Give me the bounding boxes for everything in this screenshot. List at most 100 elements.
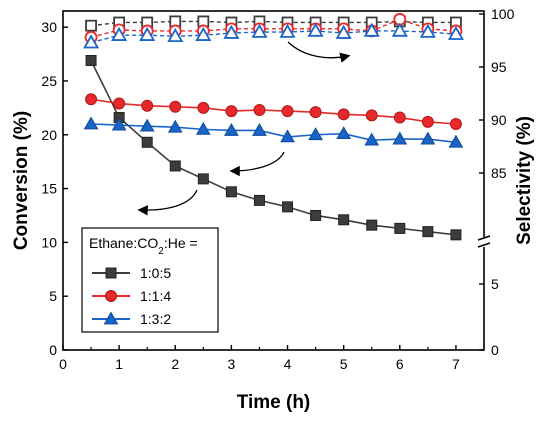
conversion-point <box>310 209 322 221</box>
axis-break-gap <box>480 237 488 247</box>
y-left-tick-label: 0 <box>49 342 57 358</box>
selectivity-point <box>307 22 324 37</box>
y-left-tick-label: 5 <box>49 288 57 304</box>
conversion-point <box>366 219 378 231</box>
conversion-point <box>197 173 209 185</box>
y-right-tick-label: 95 <box>491 59 507 75</box>
conversion-point <box>364 132 380 146</box>
conversion-point <box>449 118 462 130</box>
y-right-tick-label: 0 <box>491 342 499 358</box>
selectivity-point <box>279 23 296 38</box>
conversion-point <box>139 118 155 132</box>
conversion-point <box>422 226 434 238</box>
selectivity-point <box>139 26 156 41</box>
conversion-point <box>394 222 406 234</box>
x-tick-label: 6 <box>396 356 404 372</box>
selectivity-point <box>335 24 352 39</box>
y-left-tick-label: 30 <box>41 19 57 35</box>
arrow-to-right-axis <box>287 41 351 63</box>
conversion-point <box>169 100 182 113</box>
conversion-point <box>253 194 265 206</box>
conversion-point <box>195 121 211 135</box>
legend-title: Ethane:CO2:He = <box>89 235 198 257</box>
selectivity-point <box>195 26 212 41</box>
conversion-point <box>450 229 462 241</box>
y-left-tick-label: 20 <box>41 127 57 143</box>
selectivity-point <box>83 34 100 49</box>
conversion-point <box>421 115 434 128</box>
conversion-point <box>336 126 352 140</box>
conversion-point <box>308 127 323 141</box>
conversion-point <box>365 109 378 122</box>
x-tick-label: 7 <box>452 356 460 372</box>
y-left-tick-label: 15 <box>41 181 57 197</box>
conversion-point <box>280 129 295 143</box>
conversion-point <box>420 131 436 145</box>
selectivity-point <box>111 26 128 41</box>
plot-area <box>83 12 464 241</box>
y-right-axis-title: Selectivity (%) <box>514 116 535 245</box>
selectivity-point <box>223 24 240 39</box>
conversion-point <box>83 116 99 130</box>
x-tick-label: 3 <box>228 356 236 372</box>
y-right-tick-label: 100 <box>491 6 515 22</box>
selectivity-point <box>391 22 408 37</box>
selectivity-point <box>419 23 436 38</box>
y-left-tick-label: 10 <box>41 234 57 250</box>
selectivity-point <box>363 22 380 37</box>
conversion-point <box>225 105 238 118</box>
conversion-point <box>393 111 406 124</box>
plot-frame <box>62 10 485 351</box>
y-left-axis-title: Conversion (%) <box>11 111 32 250</box>
selectivity-point <box>167 27 184 43</box>
selectivity-point <box>85 19 97 32</box>
legend-label: 1:0:5 <box>140 265 171 281</box>
conversion-point <box>85 93 98 106</box>
conversion-point <box>85 55 97 67</box>
axis-break-mark <box>477 235 491 241</box>
annotations <box>137 41 351 216</box>
x-tick-label: 0 <box>59 356 67 372</box>
conversion-point <box>253 104 266 117</box>
y-left-tick-label: 25 <box>41 73 57 89</box>
y-right-tick-label: 90 <box>491 112 507 128</box>
conversion-point <box>338 214 350 226</box>
x-tick-label: 1 <box>115 356 123 372</box>
series-1:1:4 <box>84 12 463 130</box>
x-tick-label: 4 <box>284 356 292 372</box>
legend-marker <box>103 311 119 325</box>
y-right-tick-label: 5 <box>491 276 499 292</box>
conversion-point <box>392 131 408 145</box>
conversion-point <box>281 105 294 118</box>
conversion-point <box>169 160 181 172</box>
conversion-point <box>141 99 154 112</box>
series-1:3:2 <box>83 22 464 148</box>
x-axis-title: Time (h) <box>237 392 311 413</box>
legend-label: 1:1:4 <box>140 288 171 304</box>
conversion-point <box>448 134 464 148</box>
conversion-point <box>309 106 322 119</box>
conversion-point <box>225 186 237 198</box>
selectivity-point <box>447 25 464 40</box>
legend-marker <box>105 290 117 302</box>
arrow-to-left-axis <box>137 189 198 216</box>
legend-marker <box>105 267 117 279</box>
conversion-point <box>197 101 210 114</box>
axis-break-mark <box>477 242 491 248</box>
conversion-point <box>337 108 350 121</box>
selectivity-line <box>90 18 456 38</box>
axes: 0 1 2 3 4 5 6 7 0 5 10 15 20 25 30 0 5 85 90 95 100 Time (h) C… <box>11 6 535 413</box>
legend: Ethane:CO2:He = 1:0:5 1:1:4 1:3:2 <box>81 227 219 333</box>
selectivity-line <box>90 30 456 44</box>
legend-box <box>81 227 219 333</box>
conversion-point <box>141 136 153 148</box>
y-right-tick-label: 85 <box>491 165 507 181</box>
conversion-point <box>282 201 294 213</box>
conversion-point <box>111 117 127 131</box>
conversion-point <box>113 97 126 110</box>
selectivity-point <box>251 23 268 38</box>
conversion-point <box>252 122 267 136</box>
conversion-point <box>167 119 183 133</box>
conversion-line <box>91 123 457 144</box>
